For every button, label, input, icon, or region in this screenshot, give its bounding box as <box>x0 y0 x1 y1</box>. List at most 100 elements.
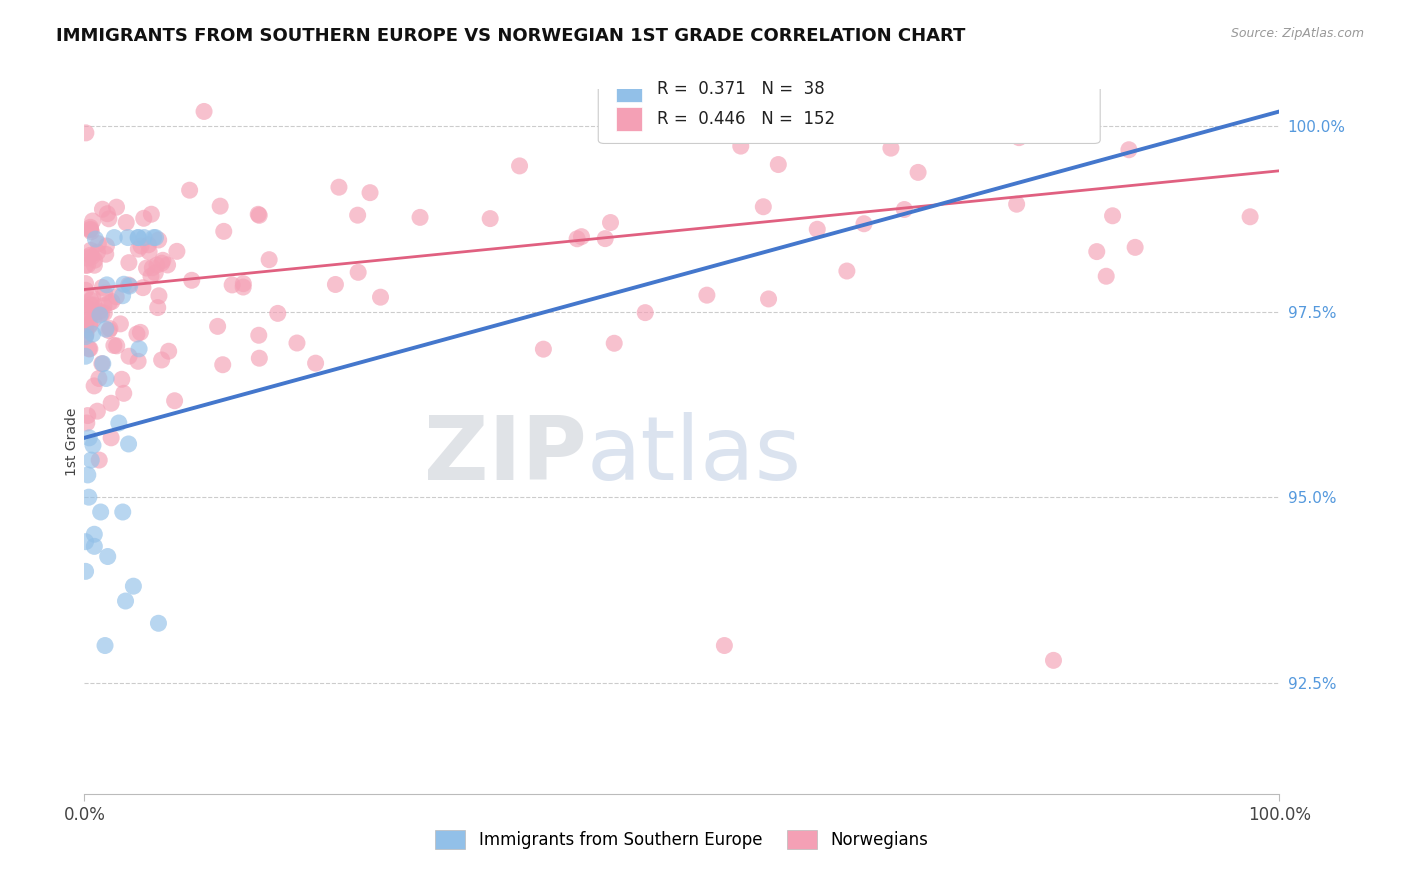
Point <box>122 579 145 593</box>
Point <box>83 527 105 541</box>
Point <box>409 211 432 225</box>
Point <box>852 217 875 231</box>
Point <box>156 258 179 272</box>
Point <box>80 244 103 258</box>
Point <box>79 298 101 312</box>
Point <box>79 223 101 237</box>
Point <box>84 304 107 318</box>
Point <box>138 244 160 259</box>
Point <box>110 317 132 331</box>
Point <box>96 277 118 292</box>
Point <box>134 230 156 244</box>
Point <box>752 200 775 214</box>
Point <box>105 200 128 214</box>
Bar <box>616 77 643 102</box>
Point <box>138 237 160 252</box>
Point <box>93 299 115 313</box>
Point <box>100 431 122 445</box>
Point <box>509 159 531 173</box>
Point <box>112 277 135 292</box>
Point <box>835 264 858 278</box>
Text: IMMIGRANTS FROM SOUTHERN EUROPE VS NORWEGIAN 1ST GRADE CORRELATION CHART: IMMIGRANTS FROM SOUTHERN EUROPE VS NORWE… <box>56 27 966 45</box>
Point <box>118 278 141 293</box>
Point <box>1042 653 1064 667</box>
Point <box>232 280 254 294</box>
Point <box>111 505 134 519</box>
Point <box>479 211 502 226</box>
Point <box>141 260 163 275</box>
Point <box>80 250 103 264</box>
Point <box>118 349 141 363</box>
Point <box>98 321 121 335</box>
Point <box>209 199 232 213</box>
Point <box>132 280 155 294</box>
Point <box>702 104 724 119</box>
Point <box>880 141 903 155</box>
Point <box>148 616 170 631</box>
Point <box>115 215 138 229</box>
Point <box>163 393 186 408</box>
Point <box>114 594 136 608</box>
Point <box>211 358 233 372</box>
Point <box>97 211 120 226</box>
Point <box>90 357 112 371</box>
Point <box>108 416 131 430</box>
Point <box>212 224 235 238</box>
Point <box>77 312 100 326</box>
Point <box>80 225 103 239</box>
Point <box>91 202 114 217</box>
Point <box>93 306 115 320</box>
Point <box>77 342 100 356</box>
Point <box>325 277 347 292</box>
Point <box>1101 209 1123 223</box>
FancyBboxPatch shape <box>599 63 1101 144</box>
Point <box>565 232 588 246</box>
Text: ZIP: ZIP <box>423 412 586 500</box>
Point <box>143 266 166 280</box>
Point <box>257 252 280 267</box>
Point <box>221 277 243 292</box>
Point <box>146 301 169 315</box>
Point <box>328 180 350 194</box>
Point <box>599 215 621 229</box>
Point <box>97 549 120 564</box>
Point <box>370 290 392 304</box>
Point <box>111 289 134 303</box>
Point <box>125 326 148 341</box>
Point <box>75 300 97 314</box>
Point <box>75 259 97 273</box>
Point <box>101 294 124 309</box>
Point <box>79 342 101 356</box>
Text: R =  0.371   N =  38: R = 0.371 N = 38 <box>657 80 824 98</box>
Text: R =  0.446   N =  152: R = 0.446 N = 152 <box>657 110 835 128</box>
Point <box>247 328 270 343</box>
Point <box>142 230 165 244</box>
Point <box>806 222 828 236</box>
Point <box>79 317 101 331</box>
Point <box>907 165 929 179</box>
Point <box>86 245 108 260</box>
Point <box>247 208 270 222</box>
Point <box>127 230 149 244</box>
Point <box>105 290 128 304</box>
Point <box>141 207 163 221</box>
Point <box>603 336 626 351</box>
Point <box>1085 244 1108 259</box>
Point <box>139 269 162 284</box>
Point <box>76 467 98 482</box>
Point <box>111 372 134 386</box>
Point <box>150 256 173 270</box>
Point <box>696 288 718 302</box>
Point <box>346 208 368 222</box>
Point <box>98 295 121 310</box>
Point <box>152 253 174 268</box>
Point <box>79 293 101 307</box>
Point <box>634 305 657 319</box>
Point <box>90 505 112 519</box>
Point <box>359 186 381 200</box>
Point <box>94 247 117 261</box>
Bar <box>616 107 643 131</box>
Point <box>76 258 98 272</box>
Point <box>79 318 101 333</box>
Point <box>75 349 97 363</box>
